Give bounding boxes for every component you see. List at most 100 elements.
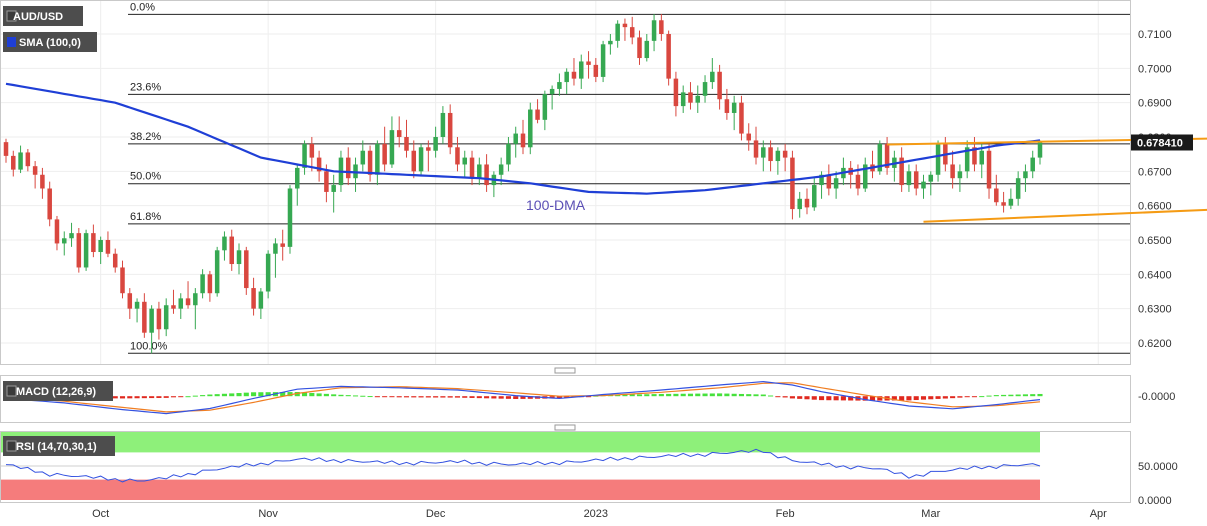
candle-body [753,140,759,158]
sma-tag[interactable]: SMA (100,0) [3,32,97,52]
trend-line [923,208,1207,223]
candle-body [717,71,722,100]
macd-histogram-bar [323,393,329,397]
candle-body [761,147,766,158]
candle-body [506,143,511,165]
candle-body [171,305,176,309]
candle-body [637,37,642,59]
date-tick-label: Oct [92,508,109,520]
macd-histogram-bar [447,396,453,398]
macd-histogram-bar [440,396,446,398]
candle-body [673,78,679,107]
candle-body [790,157,795,210]
macd-histogram-bar [556,396,562,399]
macd-tag[interactable]: MACD (12,26,9) [3,381,113,401]
candle-body [127,293,133,309]
candle-body [76,233,82,268]
date-tick-label: Dec [426,508,446,520]
macd-histogram-bar [971,396,978,398]
macd-histogram-bar [127,396,133,399]
candle-body [906,171,912,186]
macd-histogram-bar [950,396,956,399]
macd-histogram-bar [702,393,708,397]
candle-body [688,92,693,103]
macd-histogram-bar [753,394,759,397]
candle-body [396,130,402,137]
candle-body [833,178,839,189]
rsi-tag[interactable]: RSI (14,70,30,1) [3,436,115,456]
macd-histogram-bar [302,392,308,397]
candle-body [469,157,475,179]
macd-histogram-bar [636,394,643,397]
candle-body [950,164,955,179]
macd-histogram-bar [221,393,227,397]
rsi-tick-label: 50.0000 [1138,461,1178,473]
macd-histogram-bar [666,393,672,397]
candle-body [593,64,599,77]
candle-body [112,253,118,268]
symbol-tag-label: AUD/USD [13,11,63,23]
candle-body [535,109,540,120]
candle-body [47,188,52,220]
candle-body [1001,202,1006,206]
macd-histogram-bar [382,396,388,398]
candle-body [520,133,526,148]
candle-body [884,143,890,168]
price-tick-label: 0.7000 [1138,63,1172,75]
macd-histogram-bar [170,396,177,398]
candle-body [316,157,322,172]
macd-splitter-handle[interactable] [554,367,576,374]
sma-100-line [5,82,1041,195]
candle-body [615,23,620,41]
rsi-splitter-handle[interactable] [554,424,576,431]
candle-body [345,157,351,179]
candle-body [433,137,438,151]
date-tick-label: Apr [1090,508,1107,520]
macd-histogram-bar [149,396,155,399]
macd-histogram-bar [200,395,206,397]
candle-body [3,142,9,156]
macd-histogram-bar [112,396,118,399]
macd-histogram-bar [709,393,715,397]
candle-body [622,23,628,28]
candle-body [207,274,213,294]
macd-histogram-bar [396,396,402,398]
macd-histogram-bar [695,393,701,397]
candle-body [695,95,701,103]
macd-histogram-bar [906,396,912,401]
price-pane-frame [0,0,1131,365]
macd-histogram-bar [352,395,359,397]
candle-body [731,102,737,113]
candle-body [608,40,613,45]
macd-histogram-bar [374,396,380,398]
macd-histogram-bar [629,394,635,397]
candle-body [214,250,220,294]
candle-body [440,112,446,137]
fib-level-label: 38.2% [130,131,161,143]
macd-histogram-bar [520,396,526,399]
macd-histogram-bar [986,395,992,397]
candle-body [389,130,395,165]
macd-histogram-bar [134,396,140,399]
candle-body [549,88,555,95]
macd-histogram-bar [942,396,948,399]
macd-histogram-bar [156,396,162,398]
candle-body [61,238,67,244]
sma-annotation: 100-DMA [526,197,586,213]
candle-body [426,147,431,151]
candle-body [134,301,140,309]
candle-body [659,20,664,34]
fibonacci-levels: 0.0% 23.6% 38.2% 50.0% 61.8% 100.0% [128,1,1130,354]
candle-body [571,71,577,79]
candle-body [935,143,941,175]
date-tick-label: 2023 [584,508,608,520]
rsi-tick-label: 0.0000 [1138,495,1172,507]
symbol-tag[interactable]: AUD/USD [3,6,83,26]
macd-histogram-bar [309,392,315,397]
macd-histogram-bar [826,396,832,401]
macd-histogram-bar [964,396,970,398]
candle-body [91,233,96,253]
candle-body [40,174,45,189]
candle-body [804,198,810,208]
price-tick-label: 0.7100 [1138,29,1172,41]
